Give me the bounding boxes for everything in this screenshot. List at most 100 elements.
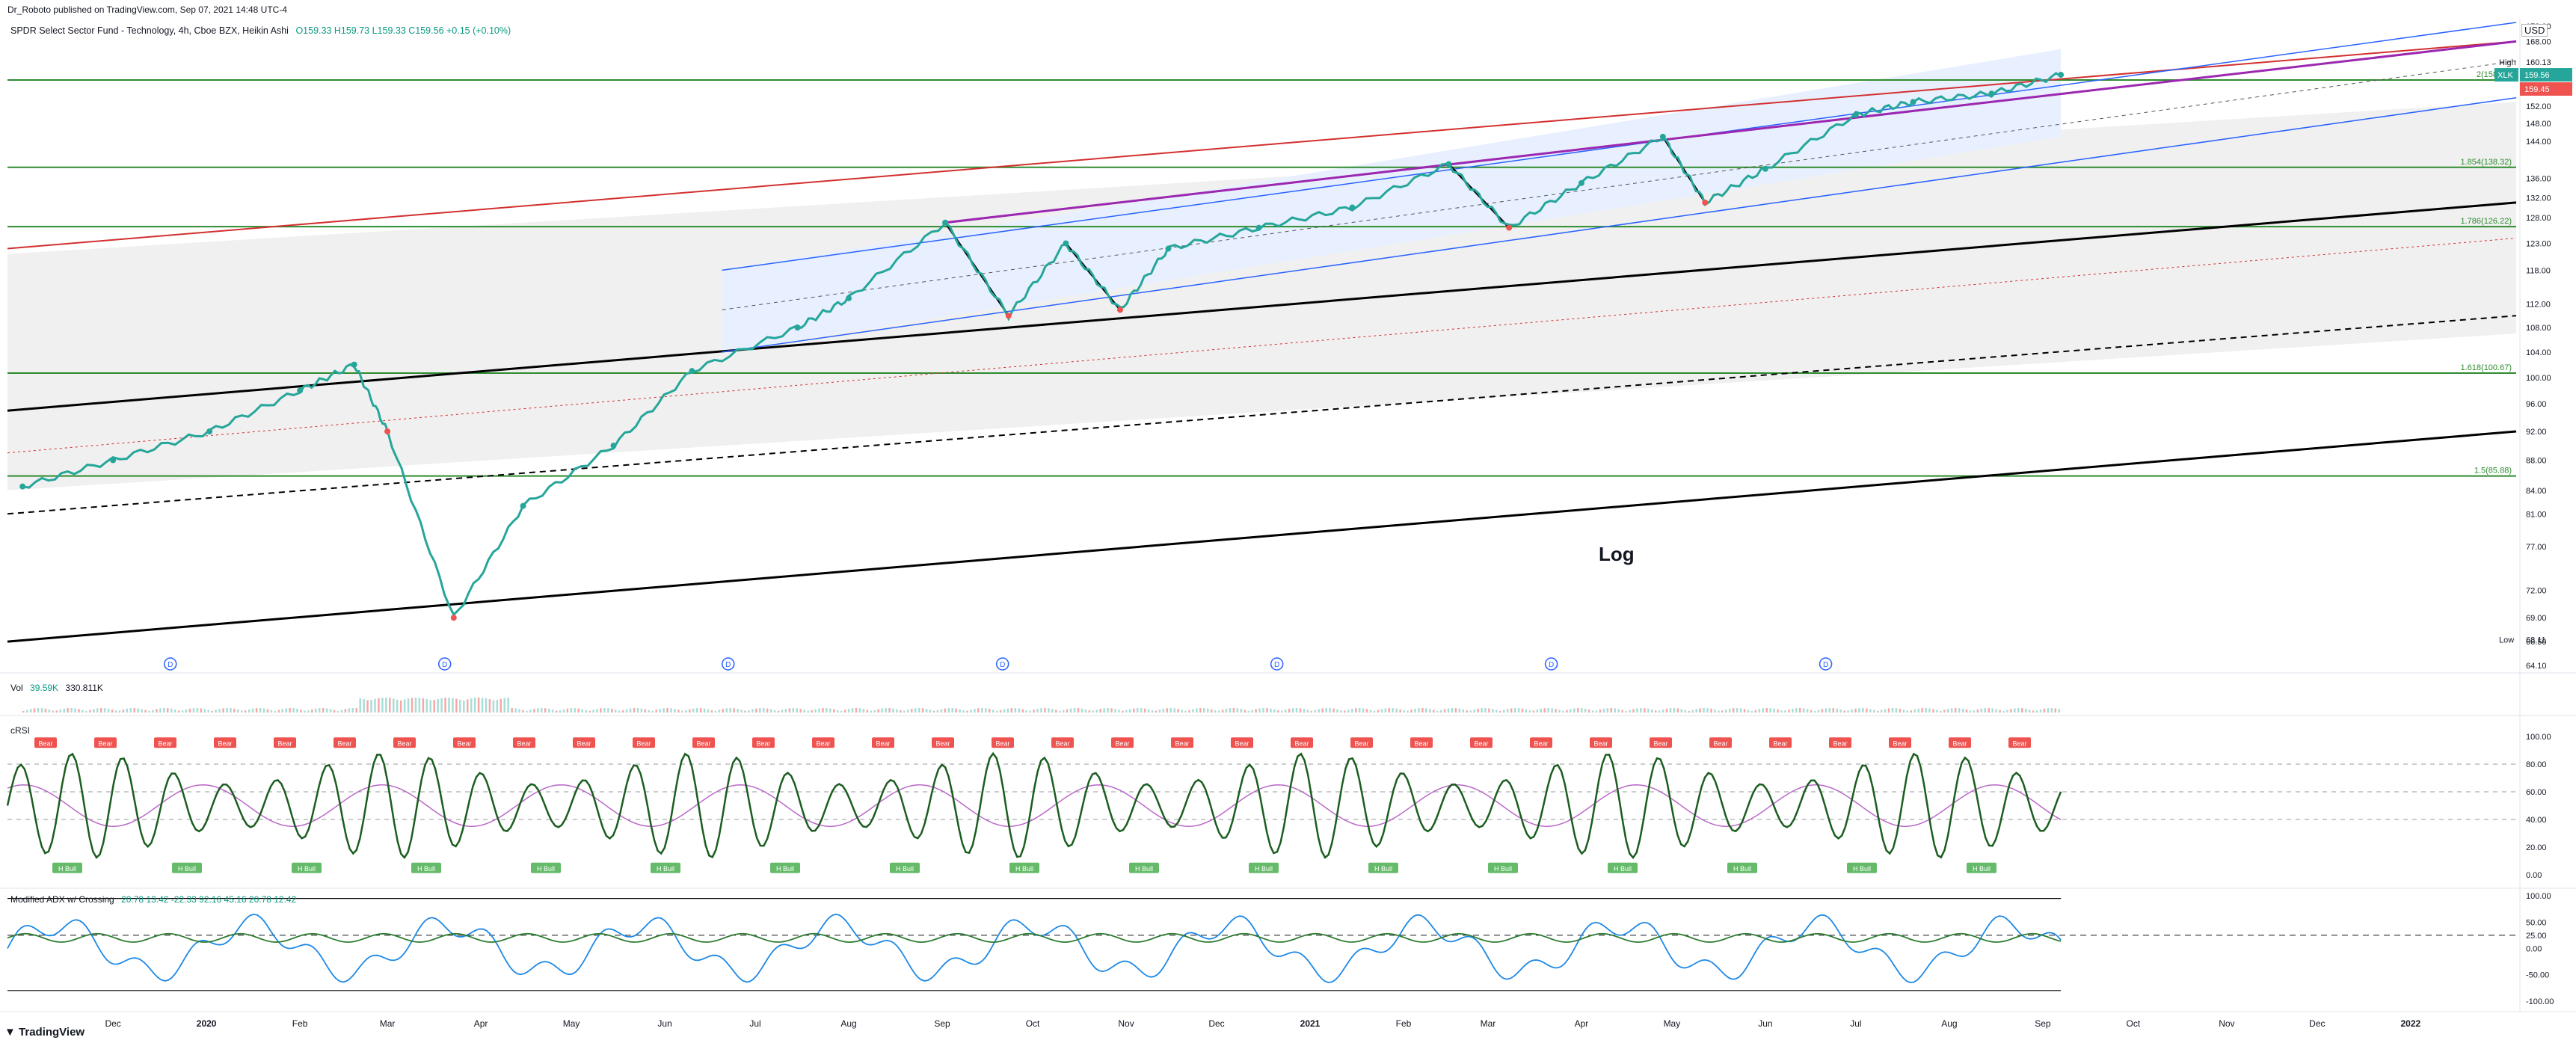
x-axis-label: Dec: [105, 1018, 120, 1029]
volume-bar: [122, 709, 125, 713]
bear-marker: [34, 737, 57, 748]
volume-bar: [999, 710, 1002, 713]
volume-bar: [1958, 708, 1961, 713]
volume-bar: [200, 708, 203, 713]
volume-bar: [769, 709, 772, 713]
tradingview-logo[interactable]: ▼ TradingView: [4, 1026, 84, 1039]
price-tick-label: 81.00: [2526, 510, 2547, 519]
volume-bar: [1395, 708, 1398, 713]
volume-bar: [870, 710, 873, 713]
x-axis-label: Dec: [1208, 1018, 1224, 1029]
volume-bar: [325, 708, 328, 713]
volume-bar: [1281, 710, 1283, 713]
volume-bar: [1355, 708, 1357, 713]
volume-bar: [822, 708, 824, 713]
volume-bar: [858, 708, 861, 713]
volume-bar: [900, 710, 902, 713]
volume-bar: [148, 710, 150, 713]
volume-bar: [1270, 708, 1272, 713]
volume-bar: [399, 700, 402, 713]
volume-bar: [748, 710, 750, 713]
volume-bar: [1940, 710, 1942, 713]
volume-bar: [1610, 708, 1613, 713]
volume-bar: [1014, 708, 1017, 713]
volume-bar: [1680, 709, 1683, 713]
volume-bar: [788, 708, 791, 713]
volume-bar: [211, 710, 213, 713]
volume-bar: [407, 698, 410, 713]
volume-bar: [496, 700, 499, 713]
price-point: [942, 219, 949, 226]
volume-bar: [581, 709, 583, 713]
x-axis-label: Jul: [1850, 1018, 1861, 1029]
volume-bar: [1158, 710, 1161, 713]
volume-bar: [2021, 708, 2023, 713]
x-axis-label: Nov: [2219, 1018, 2234, 1029]
volume-bar: [477, 698, 480, 713]
symbol-line[interactable]: SPDR Select Sector Fund - Technology, 4h…: [10, 25, 511, 36]
volume-bar: [577, 708, 580, 713]
price-tick-label: 128.00: [2526, 214, 2551, 223]
volume-bar: [843, 710, 846, 713]
volume-bar: [685, 710, 687, 713]
bear-marker: [154, 737, 176, 748]
volume-bar: [467, 699, 469, 713]
volume-bar: [981, 708, 983, 713]
currency-badge[interactable]: USD: [2521, 24, 2548, 37]
volume-bar: [473, 698, 476, 713]
volume-bar: [1891, 708, 1894, 713]
volume-bar: [1199, 708, 1202, 713]
volume-bar: [1377, 710, 1380, 713]
volume-bar: [1773, 708, 1775, 713]
volume-bar: [951, 708, 953, 713]
bear-marker-label: Bear: [2012, 739, 2026, 747]
x-axis-label: Apr: [474, 1018, 488, 1029]
volume-bar: [167, 708, 169, 713]
volume-bar: [1288, 708, 1291, 713]
published-line: Dr_Roboto published on TradingView.com, …: [7, 4, 288, 15]
x-axis-label: Oct: [2127, 1018, 2141, 1029]
volume-bar: [1369, 710, 1372, 713]
volume-bar: [1484, 708, 1487, 713]
volume-bar: [1851, 709, 1853, 713]
volume-bar: [1876, 710, 1879, 713]
bear-marker-label: Bear: [1773, 739, 1787, 747]
tradingview-brand: TradingView: [19, 1026, 85, 1039]
volume-bar: [1747, 710, 1750, 713]
volume-bar: [881, 708, 883, 713]
bull-marker-label: H Bull: [1733, 865, 1751, 873]
volume-bar: [1147, 709, 1150, 713]
volume-bar: [511, 708, 513, 713]
volume-bar: [1496, 710, 1498, 713]
volume-bar: [1362, 708, 1365, 713]
crsi-line: [6, 751, 2062, 860]
volume-bar: [1669, 708, 1672, 713]
bear-marker: [393, 737, 416, 748]
x-axis-label: May: [1664, 1018, 1681, 1029]
volume-bar: [1232, 708, 1235, 713]
volume-bar: [1721, 710, 1724, 713]
volume-bar: [1454, 708, 1457, 713]
price-tick-label: 112.00: [2526, 301, 2551, 310]
x-axis-label: Aug: [840, 1018, 856, 1029]
volume-bar: [29, 709, 32, 713]
volume-bar: [1788, 709, 1790, 713]
volume-bar: [851, 708, 854, 713]
bear-marker: [453, 737, 476, 748]
volume-bar: [907, 710, 909, 713]
volume-bar: [40, 708, 43, 713]
volume-bar: [1543, 708, 1546, 713]
volume-bar: [1044, 708, 1046, 713]
volume-bar: [348, 708, 351, 713]
volume-bar: [911, 709, 913, 713]
bull-marker-label: H Bull: [1015, 865, 1033, 873]
bear-marker: [1650, 737, 1672, 748]
volume-bar: [1584, 708, 1587, 713]
volume-bar: [740, 710, 743, 713]
crsi-signal-line: [7, 784, 2062, 827]
volume-bar: [1217, 710, 1220, 713]
bear-marker: [1709, 737, 1732, 748]
volume-bar: [2035, 710, 2038, 713]
